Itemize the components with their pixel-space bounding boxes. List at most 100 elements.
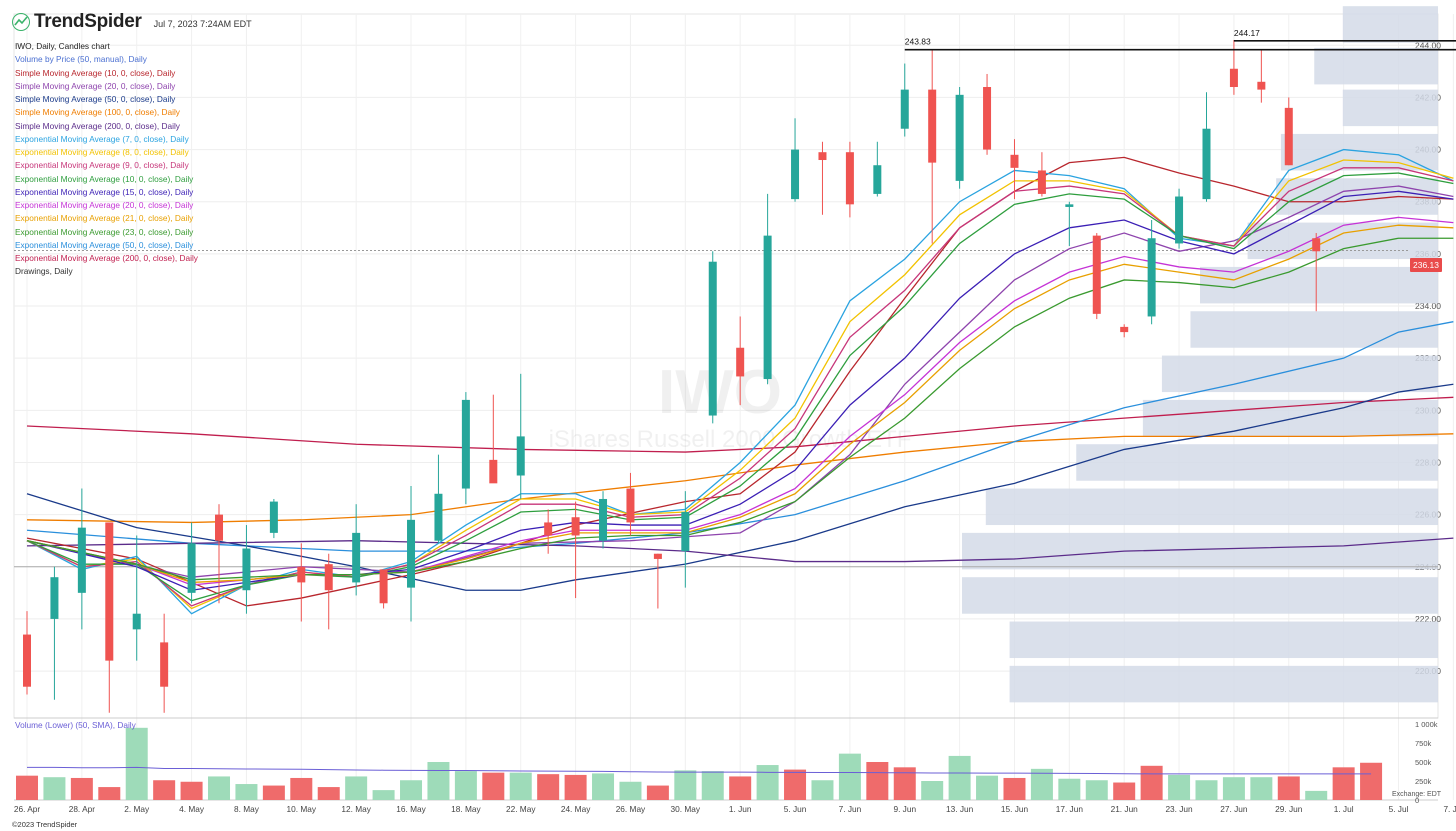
legend-item[interactable]: Drawings, Daily bbox=[15, 266, 73, 277]
volume-bar bbox=[1305, 790, 1328, 800]
x-tick-label: 4. May bbox=[179, 804, 205, 814]
x-tick-label: 2. May bbox=[124, 804, 150, 814]
x-tick-label: 7. Jun bbox=[839, 804, 862, 814]
volume-bar bbox=[1332, 767, 1355, 800]
legend-item[interactable]: Simple Moving Average (20, 0, close), Da… bbox=[15, 80, 176, 91]
volume-profile-bar bbox=[962, 532, 1438, 570]
candle-body bbox=[434, 493, 443, 541]
volume-bar bbox=[98, 787, 121, 800]
volume-tick-label: 0 bbox=[1415, 796, 1419, 805]
volume-profile-bar bbox=[1280, 133, 1438, 171]
volume-bar bbox=[674, 770, 697, 800]
legend-item[interactable]: Simple Moving Average (200, 0, close), D… bbox=[15, 120, 180, 131]
legend-item[interactable]: Exponential Moving Average (15, 0, close… bbox=[15, 186, 194, 197]
watermark: IWO bbox=[658, 358, 782, 427]
candle-body bbox=[736, 347, 745, 377]
volume-tick-label: 750k bbox=[1415, 739, 1432, 748]
volume-tick-label: 250k bbox=[1415, 777, 1432, 786]
candle-body bbox=[215, 514, 224, 541]
legend-item[interactable]: Exponential Moving Average (20, 0, close… bbox=[15, 200, 194, 210]
legend-item[interactable]: Simple Moving Average (100, 0, close), D… bbox=[15, 107, 180, 118]
volume-profile-bar bbox=[1009, 621, 1438, 659]
candle-body bbox=[1120, 326, 1129, 333]
x-tick-label: 1. Jul bbox=[1334, 804, 1354, 814]
volume-bar bbox=[1003, 777, 1026, 800]
series-line bbox=[26, 167, 1454, 607]
series-line bbox=[26, 396, 1454, 453]
volume-bar bbox=[454, 771, 477, 800]
candle-body bbox=[132, 613, 141, 630]
candle-body bbox=[77, 527, 86, 593]
horizontal-line-label: 244.17 bbox=[1234, 28, 1260, 38]
volume-bar bbox=[262, 785, 285, 800]
x-tick-label: 24. May bbox=[561, 804, 591, 814]
candle-body bbox=[928, 89, 937, 163]
legend-item[interactable]: Exponential Moving Average (8, 0, close)… bbox=[15, 147, 189, 157]
volume-bar bbox=[537, 774, 560, 800]
candle-body bbox=[269, 501, 278, 533]
volume-bar bbox=[619, 781, 642, 800]
volume-bar bbox=[1360, 762, 1383, 800]
legend-item[interactable]: Exponential Moving Average (23, 0, close… bbox=[15, 226, 194, 237]
x-tick-label: 1. Jun bbox=[729, 804, 752, 814]
candle-body bbox=[516, 436, 525, 476]
volume-profile-bar bbox=[962, 577, 1438, 614]
x-tick-label: 15. Jun bbox=[1001, 804, 1029, 814]
volume-profile-bar bbox=[1342, 89, 1438, 127]
candle-body bbox=[379, 569, 388, 604]
y-tick-label: 244.00 bbox=[1415, 40, 1441, 50]
volume-bar bbox=[976, 775, 999, 800]
legend-item[interactable]: Exponential Moving Average (21, 0, close… bbox=[15, 213, 194, 224]
volume-bar bbox=[180, 781, 203, 800]
candle-body bbox=[1147, 238, 1156, 317]
x-tick-label: 22. May bbox=[506, 804, 536, 814]
candle-body bbox=[571, 517, 580, 536]
volume-bar bbox=[1277, 776, 1300, 800]
legend-item[interactable]: IWO, Daily, Candles chart bbox=[15, 41, 110, 51]
candle-body bbox=[1257, 81, 1266, 90]
legend-item[interactable]: Exponential Moving Average (200, 0, clos… bbox=[15, 253, 198, 263]
x-tick-label: 17. Jun bbox=[1056, 804, 1084, 814]
candle-body bbox=[187, 543, 196, 593]
trendspider-logo: TrendSpider Jul 7, 2023 7:24AM EDT bbox=[12, 11, 252, 33]
copyright: ©2023 TrendSpider bbox=[12, 820, 78, 829]
volume-bar bbox=[1140, 765, 1163, 800]
indicator-legend: IWO, Daily, Candles chart Volume by Price… bbox=[15, 40, 198, 279]
x-tick-label: 9. Jun bbox=[893, 804, 916, 814]
legend-item[interactable]: Exponential Moving Average (9, 0, close)… bbox=[15, 160, 189, 171]
volume-bar bbox=[729, 776, 752, 800]
series-line bbox=[26, 237, 1454, 581]
volume-bar bbox=[509, 772, 532, 800]
volume-bar bbox=[646, 785, 669, 800]
x-tick-label: 7. Jul bbox=[1443, 804, 1456, 814]
last-price-tag: 236.13 bbox=[1410, 258, 1442, 272]
legend-item[interactable]: Exponential Moving Average (10, 0, close… bbox=[15, 173, 194, 184]
x-tick-label: 27. Jun bbox=[1220, 804, 1248, 814]
timestamp: Jul 7, 2023 7:24AM EDT bbox=[153, 19, 252, 29]
volume-tick-label: 1 000k bbox=[1415, 720, 1438, 729]
candle-body bbox=[599, 498, 608, 541]
x-tick-label: 5. Jul bbox=[1389, 804, 1409, 814]
candle-body bbox=[1037, 170, 1046, 194]
legend-item[interactable]: Exponential Moving Average (50, 0, close… bbox=[15, 239, 194, 250]
legend-item[interactable]: Simple Moving Average (50, 0, close), Da… bbox=[15, 94, 176, 104]
volume-bar bbox=[1222, 777, 1245, 800]
x-tick-label: 26. May bbox=[616, 804, 646, 814]
volume-bar bbox=[811, 780, 834, 800]
candle-body bbox=[1010, 154, 1019, 168]
volume-bar bbox=[427, 762, 450, 800]
candle-body bbox=[791, 149, 800, 200]
candle-body bbox=[708, 261, 717, 416]
volume-bar bbox=[564, 774, 587, 800]
legend-item[interactable]: Simple Moving Average (10, 0, close), Da… bbox=[15, 67, 176, 78]
legend-item[interactable]: Exponential Moving Average (7, 0, close)… bbox=[15, 133, 189, 144]
x-tick-label: 23. Jun bbox=[1165, 804, 1193, 814]
volume-bar bbox=[1195, 780, 1218, 800]
volume-legend[interactable]: Volume (Lower) (50, SMA), Daily bbox=[15, 720, 136, 730]
watermark-subtitle: iShares Russell 2000 Growth ETF bbox=[549, 426, 912, 453]
legend-item[interactable]: Volume by Price (50, manual), Daily bbox=[15, 54, 147, 65]
candle-body bbox=[544, 522, 553, 536]
candle-body bbox=[160, 642, 169, 687]
exchange-label: Exchange: EDT bbox=[1392, 791, 1442, 798]
